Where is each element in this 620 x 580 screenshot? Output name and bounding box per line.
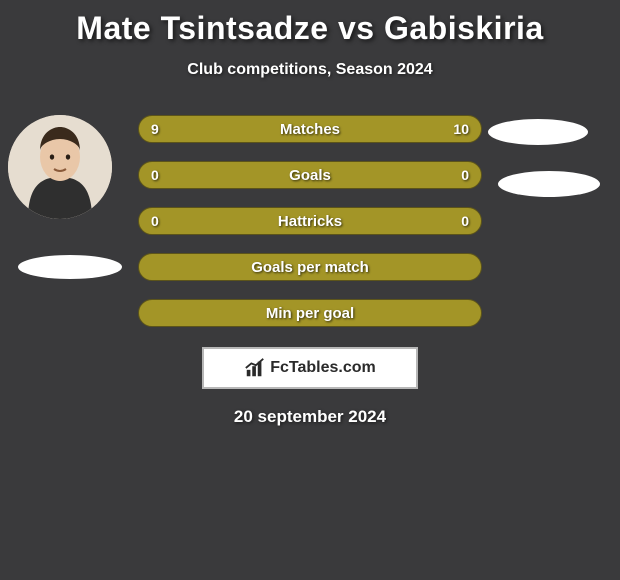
stat-left-value: 9 (151, 121, 159, 137)
stat-bar-matches: 9 Matches 10 (138, 115, 482, 143)
stat-right-value: 0 (461, 167, 469, 183)
avatar-photo-icon (8, 115, 112, 219)
stat-left-value: 0 (151, 167, 159, 183)
bar-chart-icon (244, 357, 266, 379)
stat-bar-goals-per-match: Goals per match (138, 253, 482, 281)
brand-text: FcTables.com (270, 359, 376, 377)
stat-label: Goals (289, 167, 331, 184)
stat-bar-goals: 0 Goals 0 (138, 161, 482, 189)
stat-label: Min per goal (266, 305, 354, 322)
player-left-avatar (8, 115, 112, 219)
placeholder-oval-0 (18, 255, 122, 279)
placeholder-oval-2 (498, 171, 600, 197)
stat-label: Matches (280, 121, 340, 138)
stat-bar-hattricks: 0 Hattricks 0 (138, 207, 482, 235)
stat-bar-min-per-goal: Min per goal (138, 299, 482, 327)
placeholder-oval-1 (488, 119, 588, 145)
stat-label: Hattricks (278, 213, 342, 230)
page-subtitle: Club competitions, Season 2024 (0, 61, 620, 79)
stat-right-value: 0 (461, 213, 469, 229)
stat-bars: 9 Matches 10 0 Goals 0 0 Hattricks 0 Goals per ma… (138, 115, 482, 345)
page-title: Mate Tsintsadze vs Gabiskiria (0, 0, 620, 47)
stat-right-value: 10 (453, 121, 469, 137)
brand-section: FcTables.com 20 september 2024 (0, 347, 620, 427)
date-text: 20 september 2024 (0, 407, 620, 427)
brand-box: FcTables.com (202, 347, 418, 389)
stat-left-value: 0 (151, 213, 159, 229)
stat-label: Goals per match (251, 259, 369, 276)
